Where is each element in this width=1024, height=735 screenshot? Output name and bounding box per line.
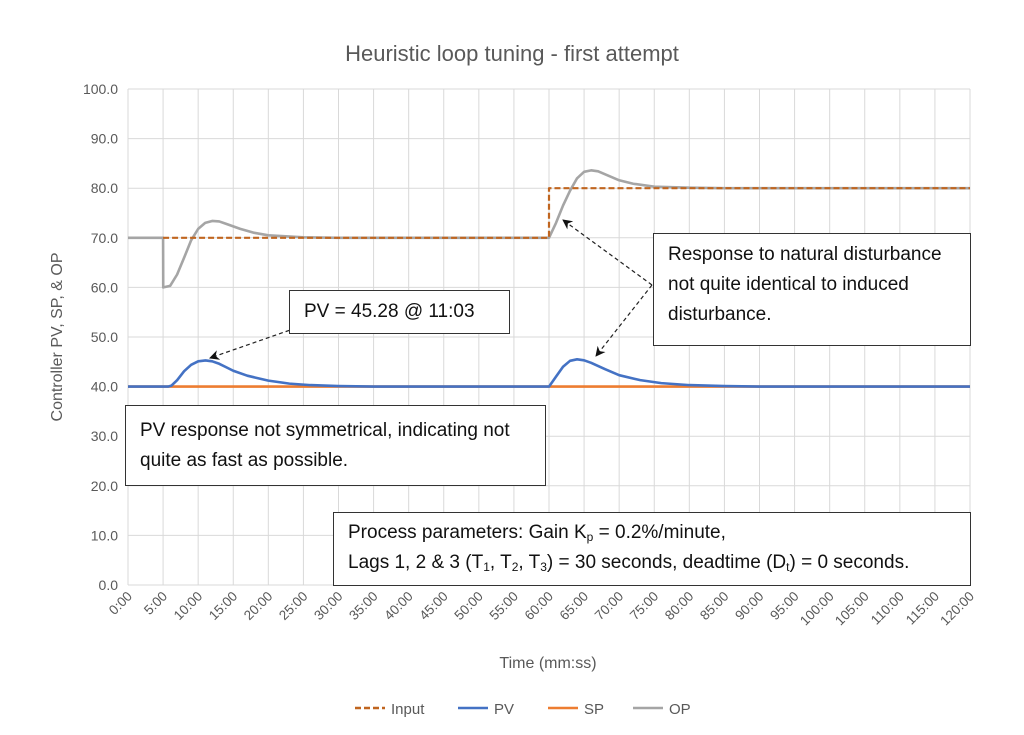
annotation-symmetry-text: PV response not symmetrical, indicating … xyxy=(140,420,510,471)
y-tick-label: 40.0 xyxy=(91,379,118,395)
y-tick-label: 20.0 xyxy=(91,478,118,494)
x-axis-ticks: 0:00 5:00 10:00 15:00 20:00 25:00 30:00 35:00 40… xyxy=(106,589,977,629)
x-tick-label: 80:00 xyxy=(662,589,697,624)
x-tick-label: 120:00 xyxy=(937,589,977,629)
process-sub: 3 xyxy=(540,560,547,574)
y-axis-ticks: 0.0 10.0 20.0 30.0 40.0 50.0 60.0 70.0 80.0 90.0 1… xyxy=(83,81,118,593)
x-tick-label: 90:00 xyxy=(732,589,767,624)
process-text: , T xyxy=(489,552,512,573)
legend: Input PV SP OP xyxy=(355,701,691,718)
annotation-pv-peak-text: PV = 45.28 @ 11:03 xyxy=(304,301,475,322)
y-tick-label: 70.0 xyxy=(91,230,118,246)
x-tick-label: 115:00 xyxy=(903,589,942,628)
process-sub: 1 xyxy=(483,560,490,574)
process-text: Process parameters: Gain K xyxy=(348,522,587,543)
x-tick-label: 85:00 xyxy=(697,589,732,624)
x-tick-label: 105:00 xyxy=(832,589,872,629)
y-tick-label: 50.0 xyxy=(91,329,118,345)
annotation-arrows xyxy=(209,219,653,360)
series-input xyxy=(163,187,970,239)
annotation-response-text: Response to natural disturbance not quit… xyxy=(668,244,942,325)
x-tick-label: 50:00 xyxy=(451,589,486,624)
y-tick-label: 10.0 xyxy=(91,527,118,543)
y-tick-label: 100.0 xyxy=(83,81,118,97)
y-tick-label: 80.0 xyxy=(91,180,118,196)
arrow-pv-response xyxy=(595,284,653,357)
annotation-pv-peak: PV = 45.28 @ 11:03 xyxy=(289,290,510,334)
arrow-op-response xyxy=(562,219,653,286)
annotation-symmetry: PV response not symmetrical, indicating … xyxy=(125,405,546,486)
x-tick-label: 55:00 xyxy=(487,589,522,624)
annotation-process: Process parameters: Gain Kp = 0.2%/minut… xyxy=(333,512,971,586)
y-tick-label: 0.0 xyxy=(99,577,119,593)
x-tick-label: 25:00 xyxy=(276,589,311,624)
process-sub: t xyxy=(786,560,790,574)
y-tick-label: 30.0 xyxy=(91,428,118,444)
process-text: Lags 1, 2 & 3 (T xyxy=(348,552,484,573)
x-tick-label: 75:00 xyxy=(627,589,662,624)
process-text: ) = 0 seconds. xyxy=(789,552,910,573)
series-lines xyxy=(128,169,970,388)
legend-label-sp: SP xyxy=(584,701,604,718)
process-sub: p xyxy=(586,530,594,544)
x-tick-label: 5:00 xyxy=(141,589,170,618)
x-axis-label: Time (mm:ss) xyxy=(499,655,596,672)
series-pv xyxy=(128,358,970,388)
x-tick-label: 60:00 xyxy=(522,589,557,624)
process-sub: 2 xyxy=(511,560,519,574)
legend-label-op: OP xyxy=(669,701,691,718)
process-line-2: Lags 1, 2 & 3 (T1, T2, T3) = 30 seconds,… xyxy=(348,548,956,578)
x-tick-label: 45:00 xyxy=(416,589,451,624)
process-text: , T xyxy=(518,552,541,573)
x-tick-label: 10:00 xyxy=(171,589,206,624)
x-tick-label: 35:00 xyxy=(346,589,381,624)
x-tick-label: 65:00 xyxy=(557,589,592,624)
legend-label-input: Input xyxy=(391,701,425,718)
process-line-1: Process parameters: Gain Kp = 0.2%/minut… xyxy=(348,518,956,548)
y-tick-label: 60.0 xyxy=(91,279,118,295)
x-tick-label: 15:00 xyxy=(206,589,241,624)
chart-title: Heuristic loop tuning - first attempt xyxy=(345,41,679,66)
process-text: ) = 30 seconds, deadtime (D xyxy=(546,552,787,573)
x-tick-label: 20:00 xyxy=(241,589,276,624)
process-text: = 0.2%/minute, xyxy=(593,522,726,543)
x-tick-label: 40:00 xyxy=(381,589,416,624)
x-tick-label: 70:00 xyxy=(592,589,627,624)
x-tick-label: 30:00 xyxy=(311,589,346,624)
annotation-response: Response to natural disturbance not quit… xyxy=(653,233,971,346)
x-tick-label: 100:00 xyxy=(797,589,837,629)
arrow-pv-peak xyxy=(209,327,297,360)
y-axis-label: Controller PV, SP, & OP xyxy=(49,253,66,422)
legend-label-pv: PV xyxy=(494,701,514,718)
x-tick-label: 110:00 xyxy=(868,589,907,628)
y-tick-label: 90.0 xyxy=(91,131,118,147)
gridlines xyxy=(127,88,971,586)
